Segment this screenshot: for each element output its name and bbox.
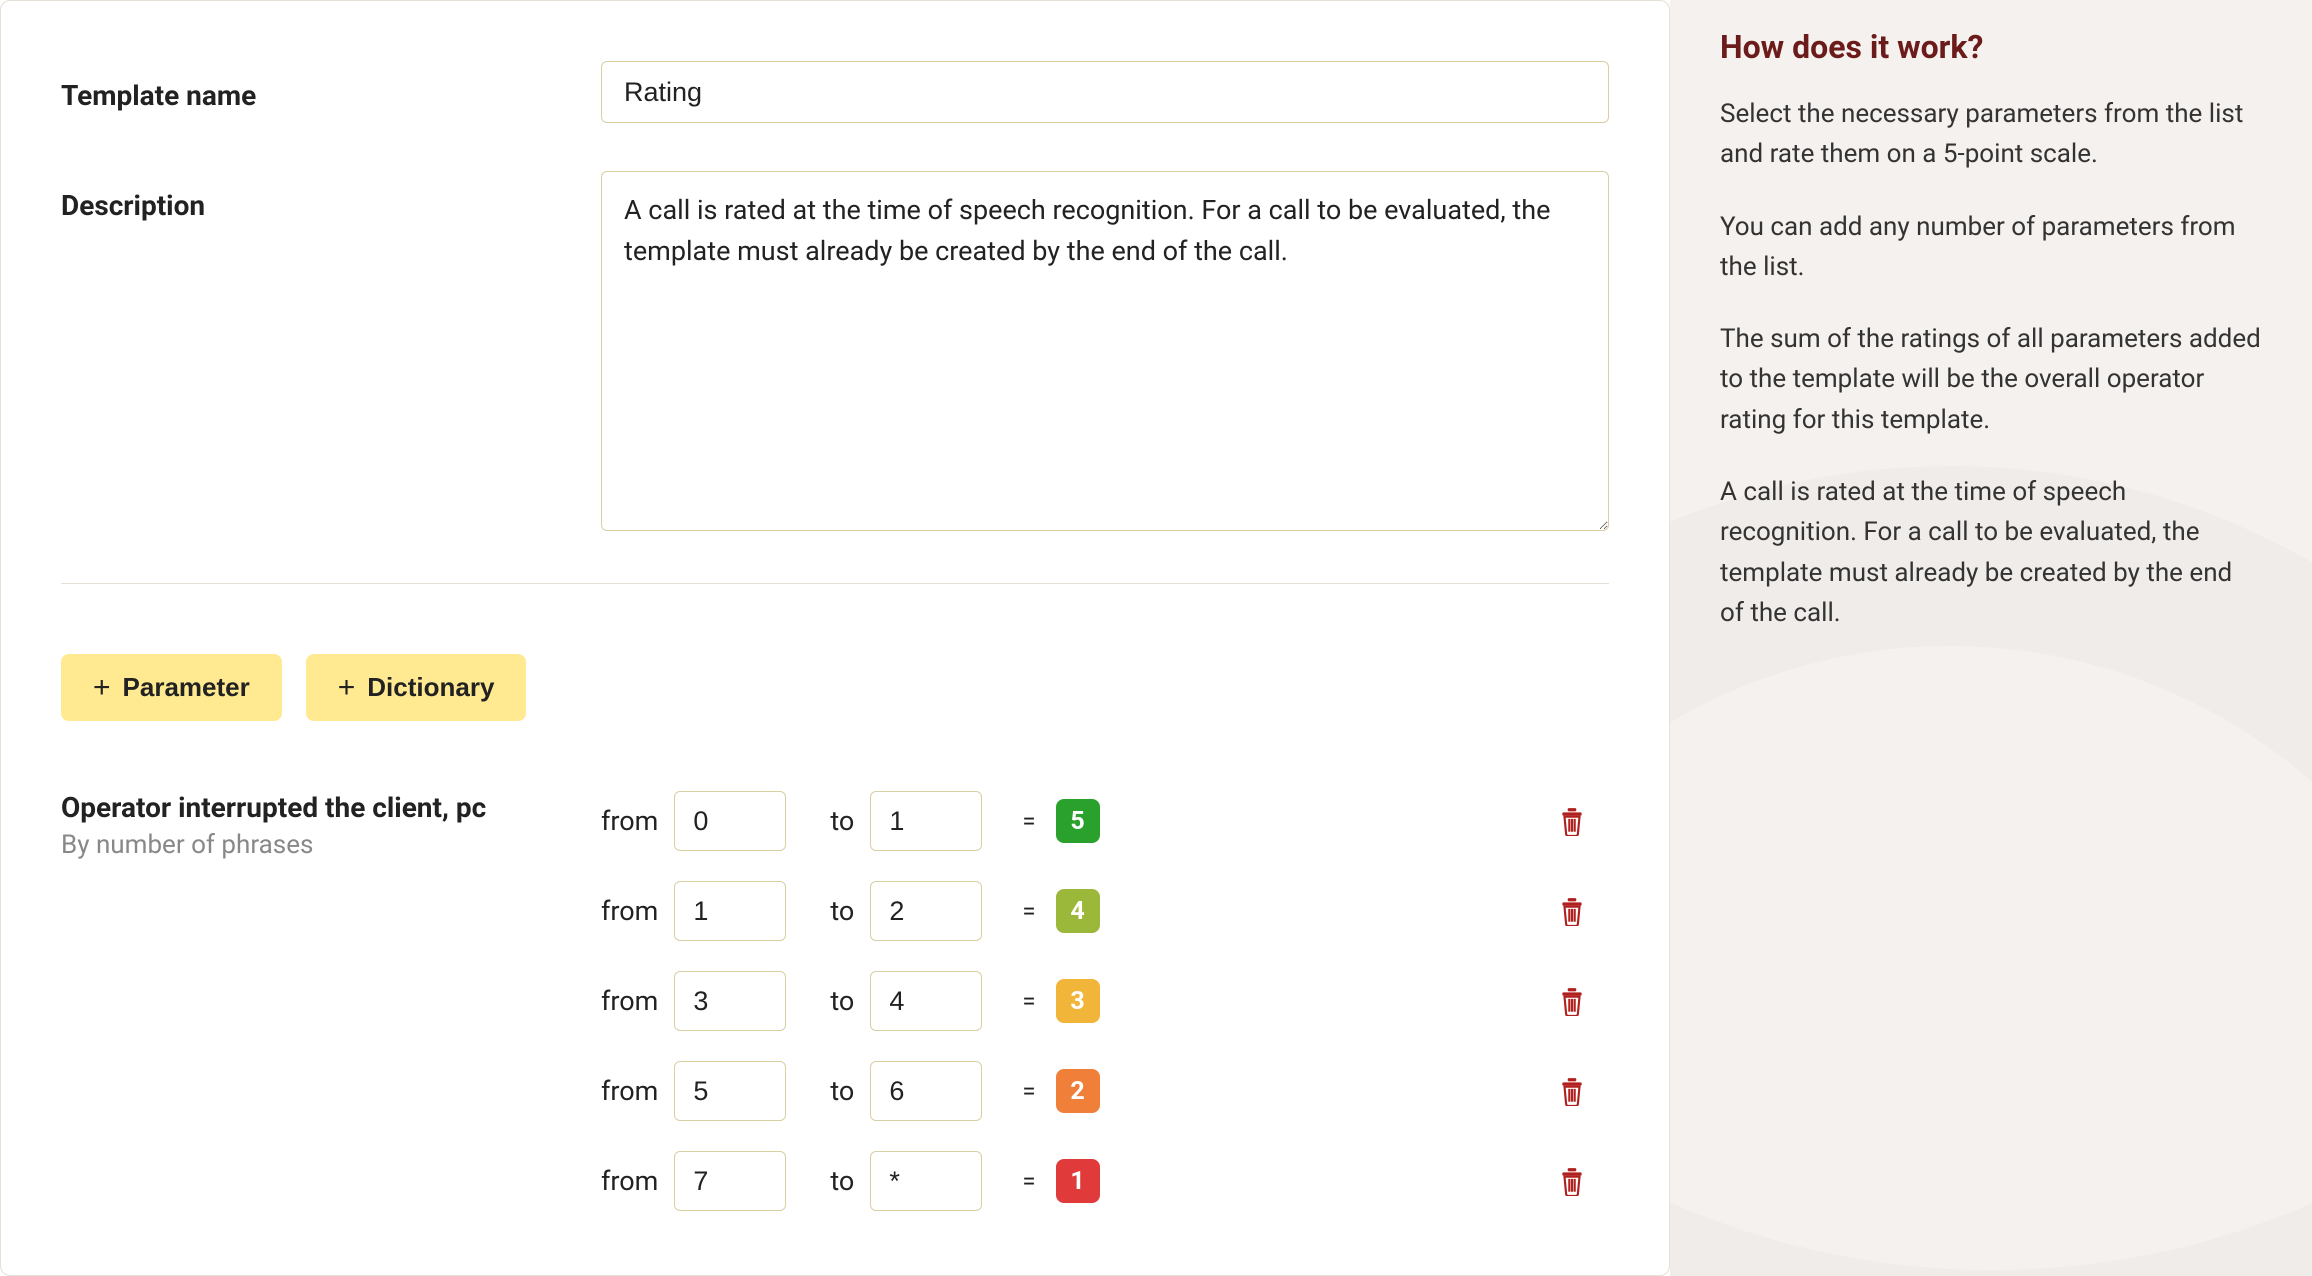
help-title: How does it work? [1720, 28, 2262, 66]
rule-row: from to = 3 [601, 971, 1609, 1031]
equals-label: = [1022, 1167, 1035, 1195]
equals-label: = [1022, 807, 1035, 835]
from-input[interactable] [674, 791, 786, 851]
from-input[interactable] [674, 881, 786, 941]
to-input[interactable] [870, 881, 982, 941]
from-label: from [601, 805, 658, 837]
from-input[interactable] [674, 971, 786, 1031]
divider [61, 583, 1609, 584]
delete-icon[interactable] [1559, 1166, 1585, 1196]
score-badge: 1 [1056, 1159, 1100, 1203]
parameter-subtitle: By number of phrases [61, 830, 601, 860]
to-label: to [830, 805, 854, 837]
rule-row: from to = 5 [601, 791, 1609, 851]
delete-icon[interactable] [1559, 986, 1585, 1016]
description-label: Description [61, 171, 601, 222]
equals-label: = [1022, 897, 1035, 925]
to-input[interactable] [870, 1151, 982, 1211]
plus-icon: + [338, 673, 356, 703]
help-paragraph: The sum of the ratings of all parameters… [1720, 319, 2262, 440]
to-label: to [830, 895, 854, 927]
main-panel: Template name Description A call is rate… [0, 0, 1670, 1276]
plus-icon: + [93, 673, 111, 703]
score-badge: 5 [1056, 799, 1100, 843]
rule-row: from to = 4 [601, 881, 1609, 941]
rule-row: from to = 1 [601, 1151, 1609, 1211]
help-paragraph: You can add any number of parameters fro… [1720, 207, 2262, 288]
score-badge: 4 [1056, 889, 1100, 933]
parameter-title: Operator interrupted the client, pc [61, 791, 601, 824]
from-input[interactable] [674, 1061, 786, 1121]
score-badge: 2 [1056, 1069, 1100, 1113]
rule-row: from to = 2 [601, 1061, 1609, 1121]
to-input[interactable] [870, 971, 982, 1031]
help-paragraph: A call is rated at the time of speech re… [1720, 472, 2262, 633]
help-paragraph: Select the necessary parameters from the… [1720, 94, 2262, 175]
add-parameter-label: Parameter [123, 672, 250, 703]
to-input[interactable] [870, 791, 982, 851]
description-row: Description A call is rated at the time … [61, 171, 1609, 535]
add-parameter-button[interactable]: + Parameter [61, 654, 282, 721]
from-label: from [601, 895, 658, 927]
from-label: from [601, 1075, 658, 1107]
button-row: + Parameter + Dictionary [61, 654, 1609, 721]
add-dictionary-button[interactable]: + Dictionary [306, 654, 527, 721]
template-name-row: Template name [61, 61, 1609, 123]
to-label: to [830, 985, 854, 1017]
rules-column: from to = 5 from to = 4 from to = 3 from to = 2 from… [601, 791, 1609, 1241]
description-textarea[interactable]: A call is rated at the time of speech re… [601, 171, 1609, 531]
from-label: from [601, 1165, 658, 1197]
equals-label: = [1022, 987, 1035, 1015]
parameter-block: Operator interrupted the client, pc By n… [61, 791, 1609, 1241]
template-name-label: Template name [61, 61, 601, 112]
delete-icon[interactable] [1559, 1076, 1585, 1106]
help-panel: How does it work? Select the necessary p… [1670, 0, 2312, 1276]
to-label: to [830, 1165, 854, 1197]
template-name-input[interactable] [601, 61, 1609, 123]
delete-icon[interactable] [1559, 806, 1585, 836]
score-badge: 3 [1056, 979, 1100, 1023]
to-input[interactable] [870, 1061, 982, 1121]
equals-label: = [1022, 1077, 1035, 1105]
add-dictionary-label: Dictionary [367, 672, 494, 703]
from-input[interactable] [674, 1151, 786, 1211]
to-label: to [830, 1075, 854, 1107]
from-label: from [601, 985, 658, 1017]
delete-icon[interactable] [1559, 896, 1585, 926]
